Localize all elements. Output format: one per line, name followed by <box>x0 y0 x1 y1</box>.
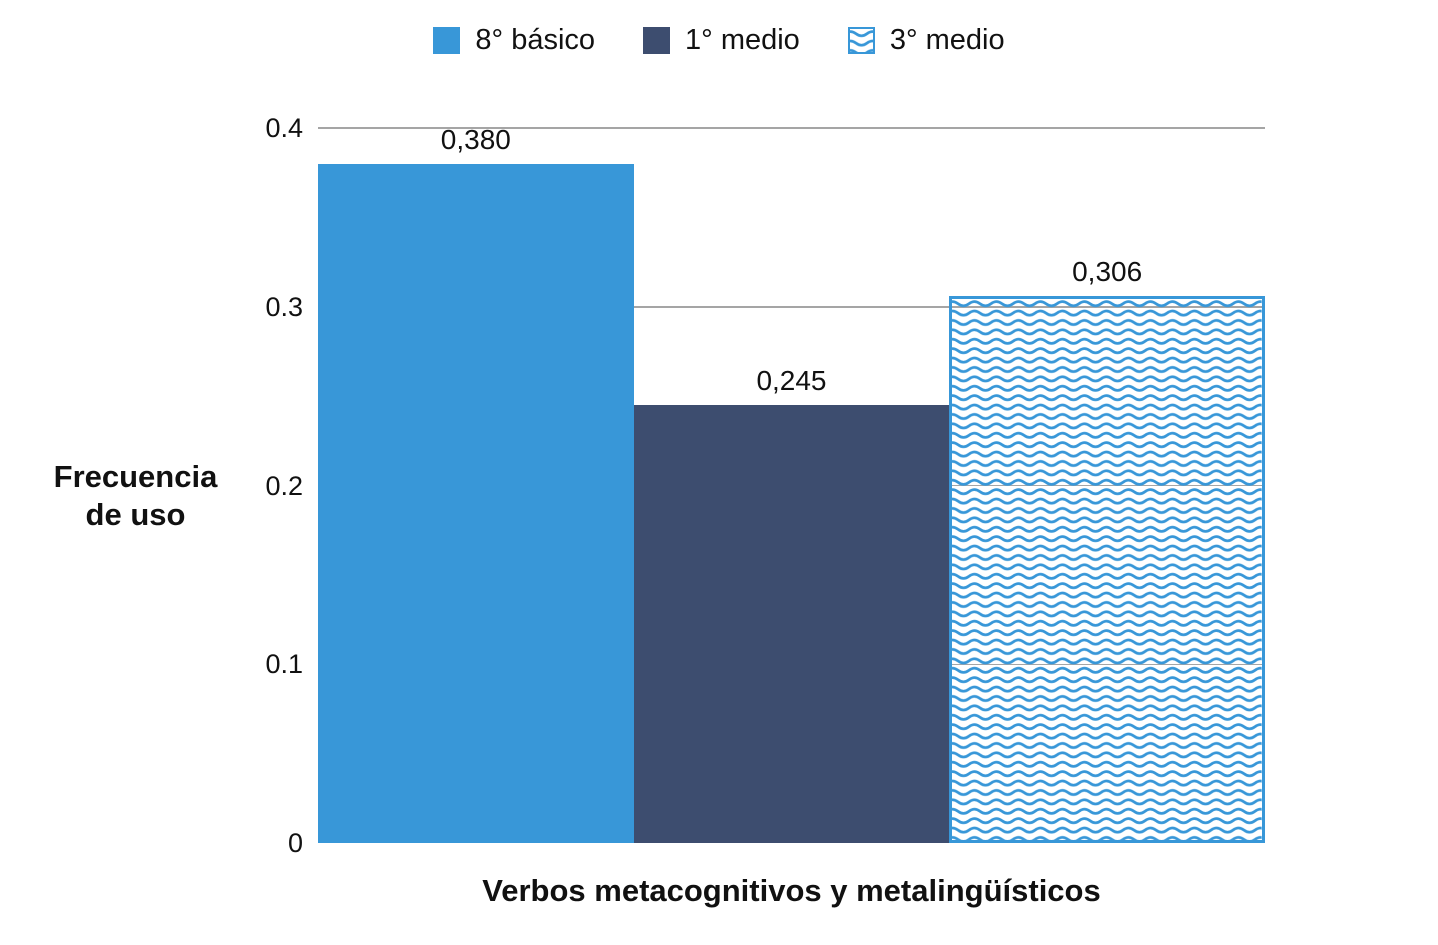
legend-item-1-medio: 1° medio <box>643 24 800 57</box>
y-axis-title-line2: de uso <box>85 496 186 532</box>
y-tick-label-0-2: 0.2 <box>265 470 303 501</box>
bar-3-medio <box>949 296 1265 843</box>
legend: 8° básico 1° medio 3° medio <box>0 24 1438 57</box>
gridline-0-4 <box>318 127 1265 129</box>
bar-1-medio <box>633 405 950 843</box>
legend-swatch-1-medio-icon <box>643 27 671 54</box>
y-tick-label-0-4: 0.4 <box>265 113 303 143</box>
y-tick-label-0-1: 0.1 <box>265 649 303 680</box>
bar-value-label-8-básico: 0,380 <box>440 123 511 155</box>
gridline-0-3 <box>318 306 1265 308</box>
bar-value-label-1-medio: 0,245 <box>756 365 827 397</box>
x-axis-title: Verbos metacognitivos y metalingüísticos <box>482 873 1101 908</box>
legend-label-3-medio: 3° medio <box>889 24 1005 56</box>
y-tick-label-0: 0 <box>287 828 303 858</box>
legend-label-8-basico: 8° básico <box>475 24 596 56</box>
y-axis-ticks: 0.4 0.3 0.2 0.1 0 <box>178 0 303 945</box>
y-tick-label-0-3: 0.3 <box>265 291 303 322</box>
bar-value-label-3-medio: 0,306 <box>1072 256 1143 288</box>
y-axis-title-line1: Frecuencia <box>53 459 218 494</box>
legend-swatch-3-medio-icon <box>847 27 875 54</box>
y-axis-title: Frecuencia de uso <box>28 458 243 534</box>
plot-area: 0,380 0,245 0,306 <box>318 124 1265 843</box>
legend-item-3-medio: 3° medio <box>847 24 1005 57</box>
legend-swatch-8-basico-icon <box>433 27 461 54</box>
legend-item-8-basico: 8° básico <box>433 24 595 57</box>
bar-8-básico <box>318 163 634 843</box>
legend-label-1-medio: 1° medio <box>685 24 800 56</box>
